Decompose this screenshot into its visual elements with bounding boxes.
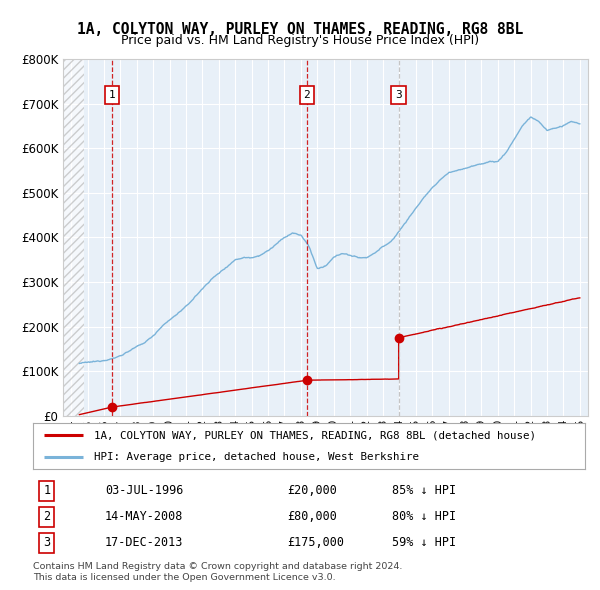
Text: This data is licensed under the Open Government Licence v3.0.: This data is licensed under the Open Gov…: [33, 573, 335, 582]
Text: 3: 3: [395, 90, 402, 100]
Text: Price paid vs. HM Land Registry's House Price Index (HPI): Price paid vs. HM Land Registry's House …: [121, 34, 479, 47]
Text: 1: 1: [43, 484, 50, 497]
Text: 80% ↓ HPI: 80% ↓ HPI: [392, 510, 456, 523]
Text: 14-MAY-2008: 14-MAY-2008: [105, 510, 183, 523]
Text: 1A, COLYTON WAY, PURLEY ON THAMES, READING, RG8 8BL: 1A, COLYTON WAY, PURLEY ON THAMES, READI…: [77, 22, 523, 37]
Text: Contains HM Land Registry data © Crown copyright and database right 2024.: Contains HM Land Registry data © Crown c…: [33, 562, 403, 571]
Text: 2: 2: [43, 510, 50, 523]
Text: 1A, COLYTON WAY, PURLEY ON THAMES, READING, RG8 8BL (detached house): 1A, COLYTON WAY, PURLEY ON THAMES, READI…: [94, 431, 536, 441]
Text: 03-JUL-1996: 03-JUL-1996: [105, 484, 183, 497]
Text: £80,000: £80,000: [287, 510, 337, 523]
Text: 3: 3: [43, 536, 50, 549]
Text: 85% ↓ HPI: 85% ↓ HPI: [392, 484, 456, 497]
Bar: [63, 59, 85, 416]
Text: 59% ↓ HPI: 59% ↓ HPI: [392, 536, 456, 549]
Text: HPI: Average price, detached house, West Berkshire: HPI: Average price, detached house, West…: [94, 451, 419, 461]
Text: 17-DEC-2013: 17-DEC-2013: [105, 536, 183, 549]
Text: £175,000: £175,000: [287, 536, 344, 549]
Text: £20,000: £20,000: [287, 484, 337, 497]
Text: 2: 2: [304, 90, 310, 100]
Text: 1: 1: [109, 90, 116, 100]
